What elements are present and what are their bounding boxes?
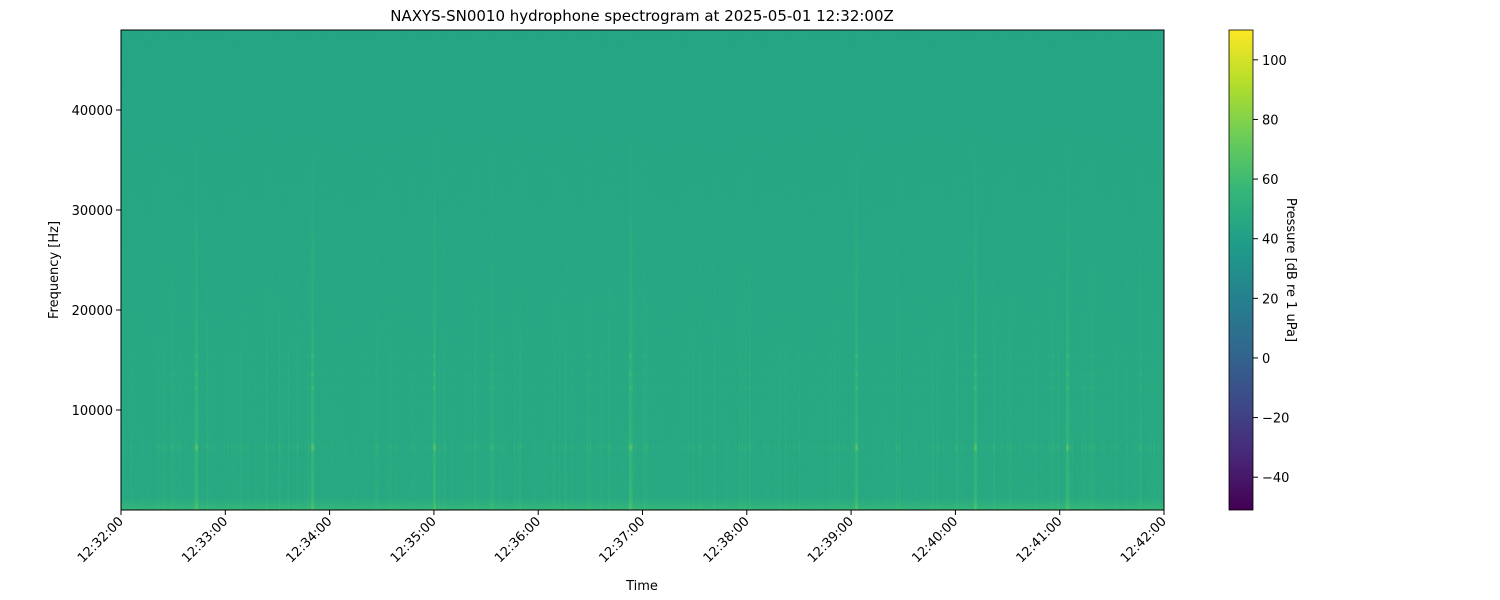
colorbar-tick-label: 60 xyxy=(1262,173,1279,188)
x-tick-label: 12:38:00 xyxy=(701,514,753,566)
x-tick-label: 12:34:00 xyxy=(284,514,336,566)
y-tick-label: 40000 xyxy=(72,104,113,119)
colorbar-tick-label: 80 xyxy=(1262,113,1279,128)
spectrogram-image xyxy=(121,30,1164,510)
colorbar-frame xyxy=(1228,29,1254,511)
colorbar-tick-label: 0 xyxy=(1262,352,1270,367)
x-tick-label: 12:42:00 xyxy=(1118,514,1170,566)
x-tick-label: 12:37:00 xyxy=(596,514,648,566)
colorbar-tick-label: 100 xyxy=(1262,54,1287,69)
colorbar-tick-label: −20 xyxy=(1262,412,1289,427)
x-tick-label: 12:36:00 xyxy=(492,514,544,566)
chart-title: NAXYS-SN0010 hydrophone spectrogram at 2… xyxy=(390,7,894,25)
colorbar-label: Pressure [dB re 1 uPa] xyxy=(1283,198,1298,342)
colorbar-tick-label: 40 xyxy=(1262,233,1279,248)
x-tick-label: 12:41:00 xyxy=(1014,514,1066,566)
colorbar-tick-label: −40 xyxy=(1262,471,1289,486)
colorbar-tick-label: 20 xyxy=(1262,292,1279,307)
y-tick-label: 20000 xyxy=(72,304,113,319)
x-tick-label: 12:33:00 xyxy=(179,514,231,566)
x-tick-label: 12:32:00 xyxy=(75,514,127,566)
colorbar-gradient xyxy=(1229,30,1253,510)
x-axis-label: Time xyxy=(625,579,658,594)
y-tick-label: 30000 xyxy=(72,204,113,219)
x-tick-label: 12:40:00 xyxy=(909,514,961,566)
x-tick-label: 12:39:00 xyxy=(805,514,857,566)
plot-frame xyxy=(120,29,1165,511)
x-tick-label: 12:35:00 xyxy=(388,514,440,566)
y-axis-label: Frequency [Hz] xyxy=(47,221,62,319)
y-tick-label: 10000 xyxy=(72,404,113,419)
